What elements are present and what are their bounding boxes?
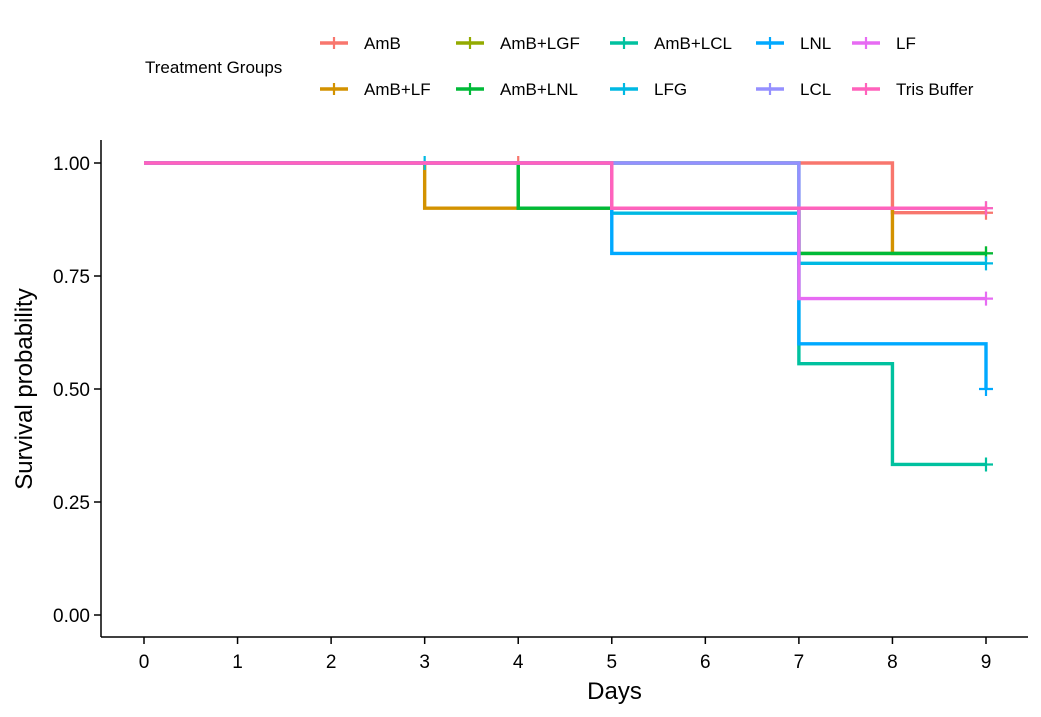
x-tick-label: 7 [794,652,805,673]
survival-curve [144,161,986,210]
x-tick-label: 8 [887,652,898,673]
series-lines [144,156,993,472]
censor-mark [979,457,993,472]
legend-label: AmB+LGF [500,34,580,53]
legend: Treatment Groups AmB AmB+LF AmB+LGF AmB+LNL… [145,34,974,99]
x-tick-label: 0 [139,652,150,673]
axes: Days Survival probability 0 1 2 3 4 5 6 7 8 9 0.00… [11,140,1028,705]
legend-label: AmB+LCL [654,34,732,53]
survival-curve [144,161,986,215]
survival-curve [144,161,988,389]
legend-item: LCL [756,80,831,99]
series-amb-lgf [144,161,993,261]
legend-label: LFG [654,80,687,99]
legend-label: LF [896,34,916,53]
x-tick-label: 2 [326,652,337,673]
survival-curve [144,161,986,210]
censor-mark [979,256,993,271]
legend-label: AmB+LF [364,80,431,99]
legend-item: AmB+LF [320,80,431,99]
legend-item: AmB [320,34,401,53]
legend-item: Tris Buffer [852,80,974,99]
legend-label: AmB [364,34,401,53]
legend-label: LCL [800,80,831,99]
legend-item: AmB+LGF [456,34,580,53]
censor-mark [979,291,993,306]
legend-label: AmB+LNL [500,80,578,99]
y-tick-label: 0.00 [53,606,90,627]
series-amb-lnl [144,161,993,261]
y-tick-label: 0.50 [53,380,90,401]
legend-item: LFG [610,80,687,99]
y-tick-label: 1.00 [53,154,90,175]
censor-mark [979,382,993,396]
x-tick-label: 4 [513,652,524,673]
legend-item: LNL [756,34,831,53]
legend-label: LNL [800,34,831,53]
censor-mark [979,201,993,216]
x-tick-label: 1 [232,652,243,673]
series-tris-buffer [144,161,993,216]
legend-item: AmB+LCL [610,34,732,53]
x-tick-label: 9 [981,652,992,673]
legend-label: Tris Buffer [896,80,974,99]
x-tick-label: 6 [700,652,711,673]
legend-item: LF [852,34,916,53]
legend-title: Treatment Groups [145,58,282,77]
y-tick-label: 0.25 [53,493,90,514]
series-lnl [144,161,993,396]
survival-curve [144,161,986,301]
x-tick-label: 3 [419,652,430,673]
x-tick-label: 5 [606,652,617,673]
survival-curve [144,161,986,266]
series-lf [144,161,993,306]
legend-item: AmB+LNL [456,80,578,99]
y-tick-label: 0.75 [53,267,90,288]
series-amb [144,156,993,220]
x-axis-title: Days [587,678,642,705]
y-axis-title: Survival probability [11,288,38,489]
